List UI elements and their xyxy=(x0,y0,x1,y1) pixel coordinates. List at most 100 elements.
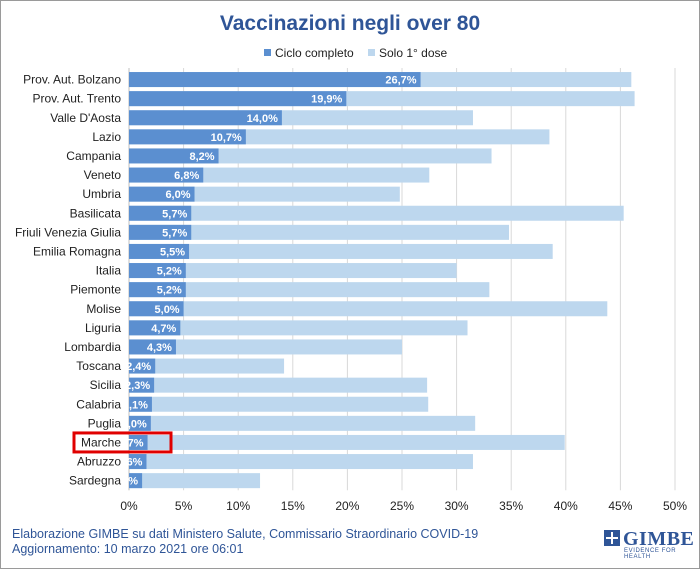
category-label: Toscana xyxy=(76,359,121,373)
gimbe-cross-icon xyxy=(604,530,620,546)
bar-ciclo-completo xyxy=(129,358,156,374)
bar-solo-prima-dose xyxy=(129,396,429,412)
highlight-box xyxy=(72,431,173,454)
category-labels: Prov. Aut. Bolzano Prov. Aut. Trento Valle… xyxy=(15,73,121,488)
bar-solo-prima-dose xyxy=(129,167,430,183)
bar-ciclo-completo xyxy=(129,434,148,450)
value-label: 5,7% xyxy=(162,208,187,220)
category-label: Emilia Romagna xyxy=(33,244,121,258)
category-label: Valle D'Aosta xyxy=(50,111,121,125)
x-tick-label: 30% xyxy=(445,499,469,513)
category-label: Italia xyxy=(96,264,122,278)
value-label: 2,3% xyxy=(125,380,150,392)
value-label: 14,0% xyxy=(247,113,278,125)
value-label: 5,7% xyxy=(162,227,187,239)
bar-solo-prima-dose xyxy=(129,377,428,393)
bar-solo-prima-dose xyxy=(129,358,285,374)
value-label: 5,0% xyxy=(155,304,180,316)
logo-tagline: EVIDENCE FOR HEALTH xyxy=(624,548,677,560)
source-note: Elaborazione GIMBE su dati Ministero Sal… xyxy=(12,527,479,541)
category-label: Calabria xyxy=(76,397,121,411)
legend-swatch-ciclo-completo xyxy=(264,49,271,56)
bar-ciclo-completo xyxy=(129,263,186,279)
bars: 26,7% 19,9% 14,0% 10,7% 8,2% 6,8% 6,0% 5,7% 5,7%… xyxy=(72,72,635,489)
bar-ciclo-completo xyxy=(129,148,219,164)
bar-ciclo-completo xyxy=(129,243,190,259)
x-tick-label: 50% xyxy=(663,499,687,513)
bar-solo-prima-dose xyxy=(129,224,510,240)
bar-solo-prima-dose xyxy=(129,301,608,317)
x-tick-label: 35% xyxy=(499,499,523,513)
bar-solo-prima-dose xyxy=(129,186,400,202)
value-label: 6,0% xyxy=(165,189,190,201)
bar-ciclo-completo xyxy=(129,224,192,240)
category-label: Liguria xyxy=(85,321,121,335)
category-label: Friuli Venezia Giulia xyxy=(15,225,121,239)
x-tick-label: 25% xyxy=(390,499,414,513)
x-axis-ticks: 0% 5% 10% 15% 20% 25% 30% 35% 40% 45% 50% xyxy=(120,499,687,513)
category-label: Campania xyxy=(66,149,121,163)
bar-ciclo-completo xyxy=(129,301,184,317)
x-tick-label: 0% xyxy=(120,499,138,513)
chart-title: Vaccinazioni negli over 80 xyxy=(220,12,480,35)
category-label: Prov. Aut. Bolzano xyxy=(23,73,121,87)
category-label: Marche xyxy=(81,435,121,449)
value-label: 5,2% xyxy=(157,266,182,278)
bar-ciclo-completo xyxy=(129,282,186,298)
bar-ciclo-completo xyxy=(129,415,151,431)
bar-solo-prima-dose xyxy=(129,148,492,164)
bar-ciclo-completo xyxy=(129,205,192,221)
category-label: Puglia xyxy=(88,416,122,430)
bar-solo-prima-dose xyxy=(129,434,565,450)
category-label: Piemonte xyxy=(70,283,121,297)
x-tick-label: 45% xyxy=(608,499,632,513)
value-label: 1,2% xyxy=(113,476,138,488)
value-label: 26,7% xyxy=(385,75,416,87)
footer: Elaborazione GIMBE su dati Ministero Sal… xyxy=(12,527,478,557)
bar-ciclo-completo xyxy=(129,167,204,183)
x-tick-label: 15% xyxy=(281,499,305,513)
value-label: 1,7% xyxy=(118,437,143,449)
category-label: Sardegna xyxy=(69,474,121,488)
logo-name: GIMBE xyxy=(623,528,695,550)
x-tick-label: 40% xyxy=(554,499,578,513)
value-label: 2,4% xyxy=(126,361,151,373)
value-label: 4,7% xyxy=(151,323,176,335)
gimbe-logo: GIMBE EVIDENCE FOR HEALTH xyxy=(604,528,694,560)
bar-solo-prima-dose xyxy=(129,473,261,489)
bar-ciclo-completo xyxy=(129,186,195,202)
bar-solo-prima-dose xyxy=(129,339,402,355)
value-label: 8,2% xyxy=(189,151,214,163)
bar-ciclo-completo xyxy=(129,91,347,107)
bar-solo-prima-dose xyxy=(129,454,473,470)
value-label: 6,8% xyxy=(174,170,199,182)
update-note: Aggiornamento: 10 marzo 2021 ore 06:01 xyxy=(12,542,244,556)
bar-ciclo-completo xyxy=(129,339,176,355)
x-tick-label: 5% xyxy=(175,499,193,513)
legend-label-ciclo-completo: Ciclo completo xyxy=(275,46,354,60)
bar-ciclo-completo xyxy=(129,377,155,393)
value-label: 10,7% xyxy=(211,132,242,144)
bar-ciclo-completo xyxy=(129,72,421,88)
legend-label-solo-prima-dose: Solo 1° dose xyxy=(379,46,448,60)
bar-ciclo-completo xyxy=(129,110,282,126)
bar-solo-prima-dose xyxy=(129,263,457,279)
value-label: 5,2% xyxy=(157,285,182,297)
bar-solo-prima-dose xyxy=(129,320,468,336)
category-label: Prov. Aut. Trento xyxy=(33,92,122,106)
category-label: Abruzzo xyxy=(77,455,121,469)
bar-ciclo-completo xyxy=(129,454,147,470)
value-label: 2,0% xyxy=(122,418,147,430)
category-label: Basilicata xyxy=(70,206,122,220)
value-label: 1,6% xyxy=(117,457,142,469)
category-label: Lazio xyxy=(92,130,121,144)
legend: Ciclo completo Solo 1° dose xyxy=(264,46,448,60)
bar-ciclo-completo xyxy=(129,396,152,412)
category-label: Lombardia xyxy=(64,340,121,354)
category-label: Sicilia xyxy=(90,378,122,392)
bar-ciclo-completo xyxy=(129,129,246,145)
bar-ciclo-completo xyxy=(129,320,181,336)
category-label: Veneto xyxy=(84,168,122,182)
value-label: 5,5% xyxy=(160,246,185,258)
bar-solo-prima-dose xyxy=(129,205,624,221)
